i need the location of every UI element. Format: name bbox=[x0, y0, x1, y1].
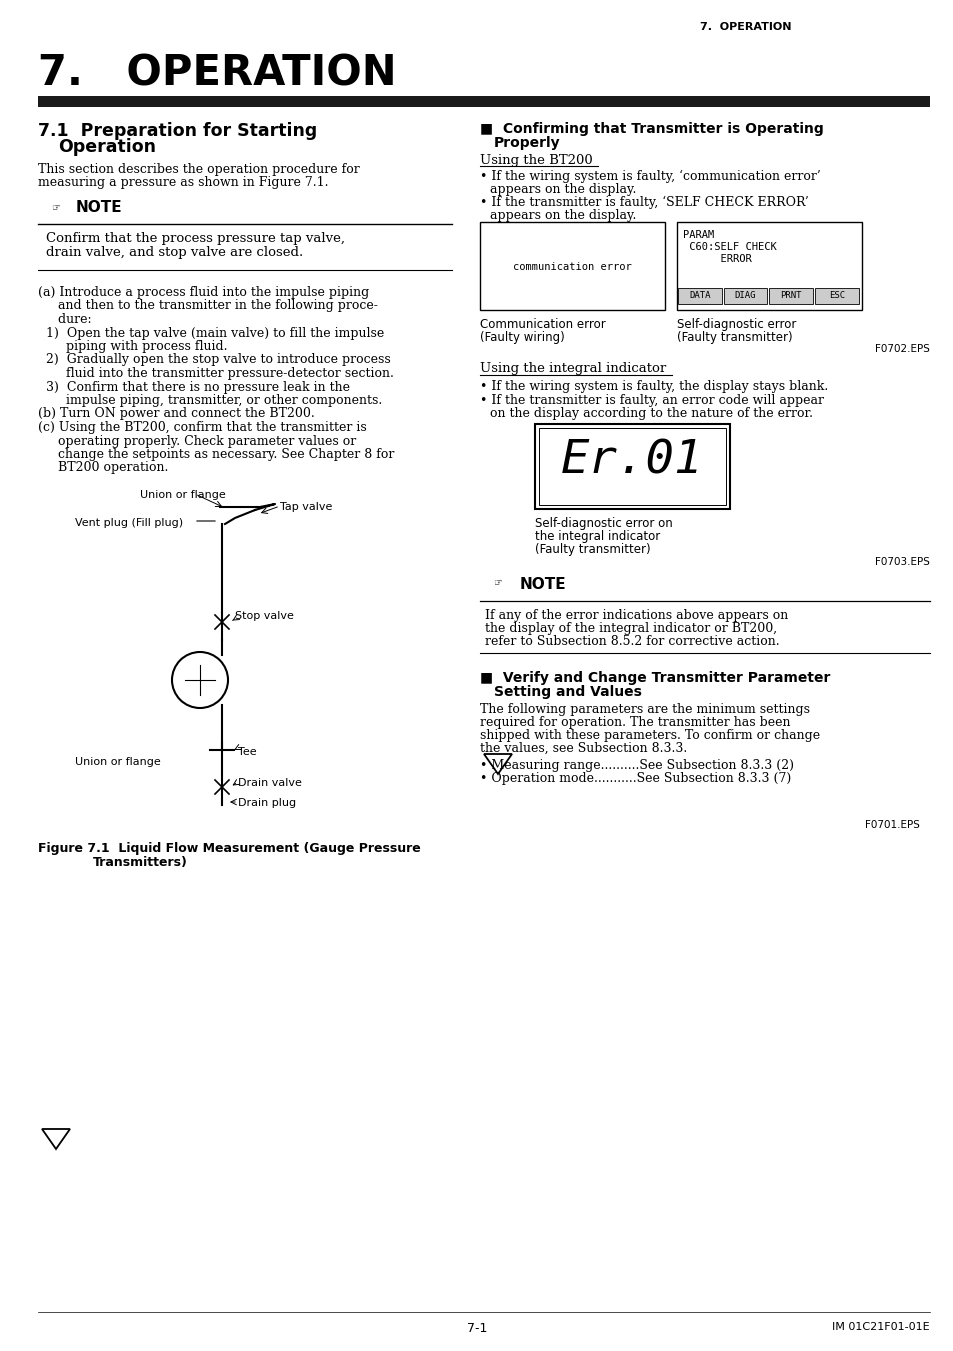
Text: change the setpoints as necessary. See Chapter 8 for: change the setpoints as necessary. See C… bbox=[38, 449, 394, 461]
Text: Figure 7.1  Liquid Flow Measurement (Gauge Pressure: Figure 7.1 Liquid Flow Measurement (Gaug… bbox=[38, 842, 420, 855]
Text: PARAM: PARAM bbox=[682, 230, 714, 240]
Text: BT200 operation.: BT200 operation. bbox=[38, 462, 168, 474]
Text: required for operation. The transmitter has been: required for operation. The transmitter … bbox=[479, 716, 790, 730]
Bar bbox=[535, 424, 729, 509]
Text: and then to the transmitter in the following proce-: and then to the transmitter in the follo… bbox=[38, 300, 377, 312]
Text: on the display according to the nature of the error.: on the display according to the nature o… bbox=[490, 407, 812, 420]
Text: Transmitters): Transmitters) bbox=[92, 857, 188, 869]
Text: refer to Subsection 8.5.2 for corrective action.: refer to Subsection 8.5.2 for corrective… bbox=[484, 635, 779, 648]
Text: Union or flange: Union or flange bbox=[140, 490, 226, 500]
Text: drain valve, and stop valve are closed.: drain valve, and stop valve are closed. bbox=[46, 246, 303, 259]
Text: Operation: Operation bbox=[58, 138, 156, 155]
Text: 7.   OPERATION: 7. OPERATION bbox=[38, 51, 396, 95]
Text: ■  Verify and Change Transmitter Parameter: ■ Verify and Change Transmitter Paramete… bbox=[479, 671, 829, 685]
Text: 3)  Confirm that there is no pressure leak in the: 3) Confirm that there is no pressure lea… bbox=[46, 381, 350, 393]
Text: shipped with these parameters. To confirm or change: shipped with these parameters. To confir… bbox=[479, 730, 820, 742]
Text: the display of the integral indicator or BT200,: the display of the integral indicator or… bbox=[484, 621, 777, 635]
Text: (Faulty transmitter): (Faulty transmitter) bbox=[677, 331, 792, 345]
Text: • If the wiring system is faulty, ‘communication error’: • If the wiring system is faulty, ‘commu… bbox=[479, 170, 820, 184]
Text: ESC: ESC bbox=[828, 290, 844, 300]
Text: • Measuring range..........See Subsection 8.3.3 (2): • Measuring range..........See Subsectio… bbox=[479, 759, 793, 771]
Text: If any of the error indications above appears on: If any of the error indications above ap… bbox=[484, 609, 787, 621]
Text: Communication error: Communication error bbox=[479, 317, 605, 331]
Text: (Faulty transmitter): (Faulty transmitter) bbox=[535, 543, 650, 557]
Text: 7.  OPERATION: 7. OPERATION bbox=[700, 22, 791, 32]
Text: F0702.EPS: F0702.EPS bbox=[874, 345, 929, 354]
Bar bbox=[678, 288, 721, 304]
Text: ☞: ☞ bbox=[51, 203, 60, 213]
Text: ■  Confirming that Transmitter is Operating: ■ Confirming that Transmitter is Operati… bbox=[479, 122, 822, 136]
Text: NOTE: NOTE bbox=[76, 200, 123, 215]
Text: (Faulty wiring): (Faulty wiring) bbox=[479, 331, 564, 345]
Text: ERROR: ERROR bbox=[682, 254, 751, 263]
Text: (c) Using the BT200, confirm that the transmitter is: (c) Using the BT200, confirm that the tr… bbox=[38, 422, 366, 434]
Text: • Operation mode...........See Subsection 8.3.3 (7): • Operation mode...........See Subsectio… bbox=[479, 771, 790, 785]
Text: impulse piping, transmitter, or other components.: impulse piping, transmitter, or other co… bbox=[46, 394, 382, 407]
Text: 1)  Open the tap valve (main valve) to fill the impulse: 1) Open the tap valve (main valve) to fi… bbox=[46, 327, 384, 339]
Text: fluid into the transmitter pressure-detector section.: fluid into the transmitter pressure-dete… bbox=[46, 367, 394, 380]
Text: C60:SELF CHECK: C60:SELF CHECK bbox=[682, 242, 776, 253]
Text: Setting and Values: Setting and Values bbox=[494, 685, 641, 698]
Text: Using the integral indicator: Using the integral indicator bbox=[479, 362, 665, 376]
Text: Er.01: Er.01 bbox=[560, 439, 703, 484]
Text: appears on the display.: appears on the display. bbox=[490, 209, 636, 222]
Text: Self-diagnostic error: Self-diagnostic error bbox=[677, 317, 796, 331]
Text: This section describes the operation procedure for: This section describes the operation pro… bbox=[38, 163, 359, 176]
Text: Tee: Tee bbox=[237, 747, 256, 757]
Text: 7.1  Preparation for Starting: 7.1 Preparation for Starting bbox=[38, 122, 317, 141]
Text: (a) Introduce a process fluid into the impulse piping: (a) Introduce a process fluid into the i… bbox=[38, 286, 369, 299]
Text: Confirm that the process pressure tap valve,: Confirm that the process pressure tap va… bbox=[46, 232, 345, 245]
Text: piping with process fluid.: piping with process fluid. bbox=[46, 340, 227, 353]
Text: 7-1: 7-1 bbox=[466, 1323, 487, 1335]
Text: PRNT: PRNT bbox=[780, 290, 801, 300]
Text: ☞: ☞ bbox=[493, 578, 502, 588]
Text: The following parameters are the minimum settings: The following parameters are the minimum… bbox=[479, 703, 809, 716]
Bar bbox=[538, 428, 725, 505]
Text: Drain valve: Drain valve bbox=[237, 778, 301, 788]
Bar bbox=[479, 222, 664, 309]
Text: IM 01C21F01-01E: IM 01C21F01-01E bbox=[832, 1323, 929, 1332]
Text: NOTE: NOTE bbox=[519, 577, 566, 592]
Text: the integral indicator: the integral indicator bbox=[535, 530, 659, 543]
Text: the values, see Subsection 8.3.3.: the values, see Subsection 8.3.3. bbox=[479, 742, 686, 755]
Text: Drain plug: Drain plug bbox=[237, 798, 295, 808]
Text: Tap valve: Tap valve bbox=[280, 503, 332, 512]
Text: Self-diagnostic error on: Self-diagnostic error on bbox=[535, 517, 672, 530]
Text: dure:: dure: bbox=[38, 313, 91, 326]
Bar bbox=[677, 222, 862, 309]
Text: communication error: communication error bbox=[513, 262, 631, 272]
Text: F0701.EPS: F0701.EPS bbox=[864, 820, 919, 830]
Bar bbox=[769, 288, 812, 304]
Text: Properly: Properly bbox=[494, 136, 560, 150]
Text: DATA: DATA bbox=[688, 290, 710, 300]
Text: • If the transmitter is faulty, an error code will appear: • If the transmitter is faulty, an error… bbox=[479, 394, 823, 407]
Text: Vent plug (Fill plug): Vent plug (Fill plug) bbox=[75, 517, 183, 528]
Text: operating properly. Check parameter values or: operating properly. Check parameter valu… bbox=[38, 435, 355, 447]
Text: • If the transmitter is faulty, ‘SELF CHECK ERROR’: • If the transmitter is faulty, ‘SELF CH… bbox=[479, 196, 808, 209]
Text: F0703.EPS: F0703.EPS bbox=[874, 557, 929, 567]
Bar bbox=[815, 288, 858, 304]
Text: 2)  Gradually open the stop valve to introduce process: 2) Gradually open the stop valve to intr… bbox=[46, 354, 391, 366]
Text: appears on the display.: appears on the display. bbox=[490, 182, 636, 196]
Text: measuring a pressure as shown in Figure 7.1.: measuring a pressure as shown in Figure … bbox=[38, 176, 328, 189]
Text: DIAG: DIAG bbox=[734, 290, 756, 300]
Text: Stop valve: Stop valve bbox=[234, 611, 294, 621]
Text: (b) Turn ON power and connect the BT200.: (b) Turn ON power and connect the BT200. bbox=[38, 408, 314, 420]
Text: Using the BT200: Using the BT200 bbox=[479, 154, 592, 168]
Bar bbox=[38, 96, 929, 107]
Text: Union or flange: Union or flange bbox=[75, 757, 161, 767]
Bar bbox=[723, 288, 767, 304]
Text: • If the wiring system is faulty, the display stays blank.: • If the wiring system is faulty, the di… bbox=[479, 380, 827, 393]
